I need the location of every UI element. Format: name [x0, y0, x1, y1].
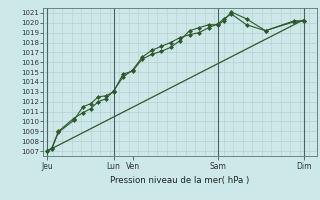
X-axis label: Pression niveau de la mer( hPa ): Pression niveau de la mer( hPa ) [110, 176, 250, 185]
